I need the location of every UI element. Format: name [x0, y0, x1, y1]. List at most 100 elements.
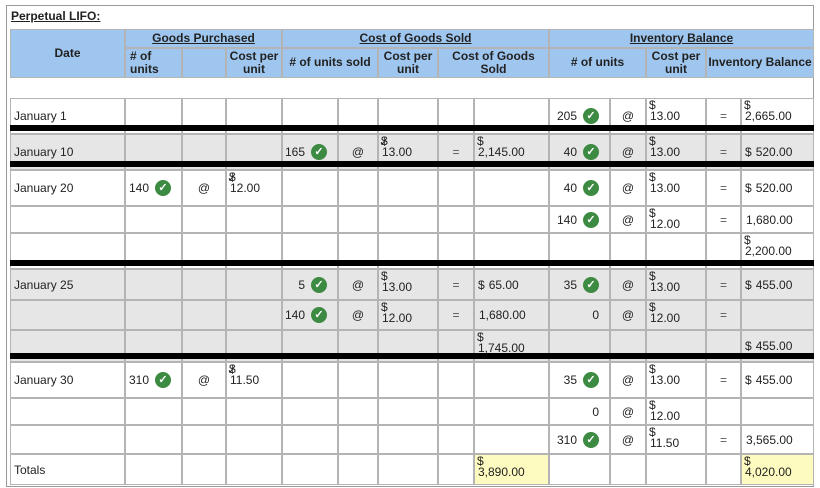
gp-at-cell[interactable] — [182, 233, 226, 269]
gp-cost-cell[interactable]: $12.00 ✓ — [226, 170, 282, 206]
cogs-at-cell[interactable]: @ — [338, 269, 378, 300]
date-cell[interactable]: January 1 — [10, 98, 125, 134]
cogs-units-cell[interactable] — [282, 398, 338, 425]
inv-equals-cell[interactable]: = — [706, 300, 741, 330]
inv-at-cell[interactable]: @ — [610, 269, 646, 300]
cogs-at-cell[interactable] — [338, 454, 378, 485]
inv-equals-cell[interactable]: = — [706, 362, 741, 398]
gp-units-cell[interactable] — [125, 98, 182, 134]
inv-at-cell[interactable] — [610, 454, 646, 485]
cogs-equals-cell[interactable]: = — [438, 300, 474, 330]
gp-units-cell[interactable] — [125, 233, 182, 269]
inv-units-cell[interactable]: 0 — [549, 398, 610, 425]
inv-equals-cell[interactable] — [706, 454, 741, 485]
gp-cost-cell[interactable] — [226, 98, 282, 134]
gp-units-cell[interactable] — [125, 398, 182, 425]
inv-equals-cell[interactable]: = — [706, 206, 741, 233]
gp-cost-cell[interactable] — [226, 398, 282, 425]
cogs-at-cell[interactable] — [338, 98, 378, 134]
cogs-at-cell[interactable] — [338, 206, 378, 233]
inv-units-cell[interactable]: 140 ✓ — [549, 206, 610, 233]
cogs-units-cell[interactable] — [282, 362, 338, 398]
cogs-cost-cell[interactable] — [378, 170, 438, 206]
inv-units-cell[interactable]: 0 — [549, 300, 610, 330]
inv-equals-cell[interactable]: = — [706, 269, 741, 300]
inv-equals-cell[interactable] — [706, 398, 741, 425]
gp-units-cell[interactable] — [125, 425, 182, 454]
cogs-equals-cell[interactable] — [438, 454, 474, 485]
gp-cost-cell[interactable] — [226, 300, 282, 330]
inv-balance-cell[interactable]: 1,680.00 — [741, 206, 814, 233]
inv-balance-cell[interactable]: $2,665.00 — [741, 98, 814, 134]
gp-at-cell[interactable]: @ — [182, 170, 226, 206]
gp-cost-cell[interactable] — [226, 269, 282, 300]
cogs-at-cell[interactable]: @ — [338, 300, 378, 330]
cogs-units-cell[interactable] — [282, 454, 338, 485]
inv-at-cell[interactable]: @ — [610, 425, 646, 454]
inv-units-cell[interactable]: 205 ✓ — [549, 98, 610, 134]
cogs-cost-cell[interactable] — [378, 98, 438, 134]
cogs-units-cell[interactable] — [282, 425, 338, 454]
cogs-at-cell[interactable] — [338, 398, 378, 425]
cogs-cost-cell[interactable] — [378, 362, 438, 398]
gp-at-cell[interactable] — [182, 454, 226, 485]
cogs-at-cell[interactable] — [338, 233, 378, 269]
gp-units-cell[interactable] — [125, 300, 182, 330]
cogs-total-cell[interactable] — [474, 206, 549, 233]
inv-at-cell[interactable]: @ — [610, 398, 646, 425]
cogs-units-cell[interactable]: 5 ✓ — [282, 269, 338, 300]
cogs-cost-cell[interactable]: $13.00 — [378, 269, 438, 300]
inv-balance-cell[interactable]: $455.00 — [741, 362, 814, 398]
inv-equals-cell[interactable]: = — [706, 170, 741, 206]
gp-at-cell[interactable] — [182, 206, 226, 233]
cogs-total-cell[interactable]: $65.00 — [474, 269, 549, 300]
date-cell[interactable] — [10, 425, 125, 454]
inv-cost-cell[interactable]: $13.00 — [646, 98, 706, 134]
inv-at-cell[interactable]: @ — [610, 206, 646, 233]
gp-at-cell[interactable] — [182, 300, 226, 330]
gp-units-cell[interactable]: 310 ✓ — [125, 362, 182, 398]
inv-cost-cell[interactable]: $12.00 — [646, 206, 706, 233]
inv-at-cell[interactable]: @ — [610, 300, 646, 330]
cogs-units-cell[interactable] — [282, 206, 338, 233]
gp-at-cell[interactable] — [182, 98, 226, 134]
date-cell[interactable] — [10, 300, 125, 330]
cogs-cost-cell[interactable]: $13.00 ✓ — [378, 134, 438, 170]
cogs-at-cell[interactable] — [338, 362, 378, 398]
inv-cost-cell[interactable] — [646, 454, 706, 485]
cogs-total-cell[interactable] — [474, 170, 549, 206]
cogs-cost-cell[interactable] — [378, 398, 438, 425]
inv-units-cell[interactable]: 35 ✓ — [549, 269, 610, 300]
cogs-cost-cell[interactable] — [378, 233, 438, 269]
date-cell[interactable]: Totals — [10, 454, 125, 485]
cogs-equals-cell[interactable] — [438, 398, 474, 425]
inv-cost-cell[interactable]: $12.00 — [646, 300, 706, 330]
inv-cost-cell[interactable]: $12.00 — [646, 398, 706, 425]
inv-at-cell[interactable] — [610, 233, 646, 269]
inv-cost-cell[interactable]: $13.00 — [646, 362, 706, 398]
gp-cost-cell[interactable] — [226, 206, 282, 233]
gp-at-cell[interactable] — [182, 398, 226, 425]
inv-units-cell[interactable] — [549, 454, 610, 485]
inv-units-cell[interactable] — [549, 233, 610, 269]
gp-at-cell[interactable] — [182, 269, 226, 300]
inv-cost-cell[interactable]: $11.50 — [646, 425, 706, 454]
cogs-at-cell[interactable] — [338, 425, 378, 454]
inv-units-cell[interactable]: 40 ✓ — [549, 170, 610, 206]
gp-units-cell[interactable] — [125, 269, 182, 300]
inv-equals-cell[interactable]: = — [706, 98, 741, 134]
cogs-equals-cell[interactable] — [438, 425, 474, 454]
inv-units-cell[interactable]: 35 ✓ — [549, 362, 610, 398]
inv-at-cell[interactable]: @ — [610, 170, 646, 206]
cogs-cost-cell[interactable]: $12.00 — [378, 300, 438, 330]
date-cell[interactable] — [10, 233, 125, 269]
date-cell[interactable] — [10, 206, 125, 233]
gp-units-cell[interactable] — [125, 454, 182, 485]
inv-balance-cell[interactable]: $520.00 — [741, 170, 814, 206]
inv-units-cell[interactable]: 310 ✓ — [549, 425, 610, 454]
inv-equals-cell[interactable]: = — [706, 425, 741, 454]
cogs-equals-cell[interactable] — [438, 206, 474, 233]
cogs-equals-cell[interactable] — [438, 233, 474, 269]
cogs-cost-cell[interactable] — [378, 454, 438, 485]
cogs-equals-cell[interactable] — [438, 362, 474, 398]
